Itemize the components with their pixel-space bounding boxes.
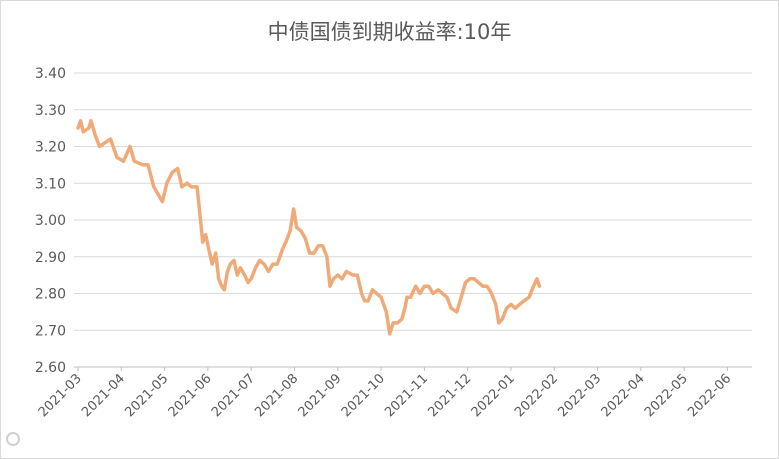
x-tick-label: 2022-04 — [599, 371, 648, 420]
x-tick-label: 2022-02 — [512, 371, 561, 420]
x-tick-label: 2021-06 — [166, 371, 215, 420]
x-tick-label: 2021-05 — [122, 371, 171, 420]
x-tick-labels: 2021-032021-042021-052021-062021-072021-… — [36, 366, 752, 420]
x-tick-label: 2021-09 — [296, 371, 345, 420]
x-tick-label: 2022-05 — [642, 371, 691, 420]
y-tick-labels: 2.60 2.70 2.80 2.90 3.00 3.10 3.20 3.30 3.40 — [35, 66, 66, 376]
y-tick-label: 2.60 — [35, 360, 66, 376]
series-line — [76, 119, 542, 336]
x-tick-label: 2022-03 — [555, 371, 604, 420]
x-tick-label: 2021-04 — [79, 371, 128, 420]
x-tick-label: 2021-12 — [425, 371, 474, 420]
y-tick-label: 3.10 — [35, 176, 66, 192]
y-tick-label: 3.30 — [35, 103, 66, 119]
x-tick-label: 2021-10 — [339, 371, 388, 420]
x-tick-label: 2021-07 — [209, 371, 258, 420]
x-tick-label: 2021-08 — [252, 371, 301, 420]
y-tick-label: 3.40 — [35, 66, 66, 82]
watermark-logo-icon — [6, 432, 20, 446]
y-tick-label: 2.90 — [35, 250, 66, 266]
x-tick-label: 2022-01 — [469, 371, 518, 420]
y-tick-label: 2.70 — [35, 323, 66, 339]
y-tick-label: 2.80 — [35, 287, 66, 303]
x-tick-label: 2021-03 — [36, 371, 85, 420]
y-tick-label: 3.20 — [35, 140, 66, 156]
gridlines — [74, 72, 752, 368]
watermark — [6, 432, 23, 448]
chart-title: 中债国债到期收益率:10年 — [267, 20, 512, 44]
x-tick-label: 2022-06 — [685, 371, 734, 420]
x-tick-label: 2021-11 — [382, 371, 431, 420]
series-lines — [76, 119, 542, 336]
y-tick-label: 3.00 — [35, 213, 66, 229]
